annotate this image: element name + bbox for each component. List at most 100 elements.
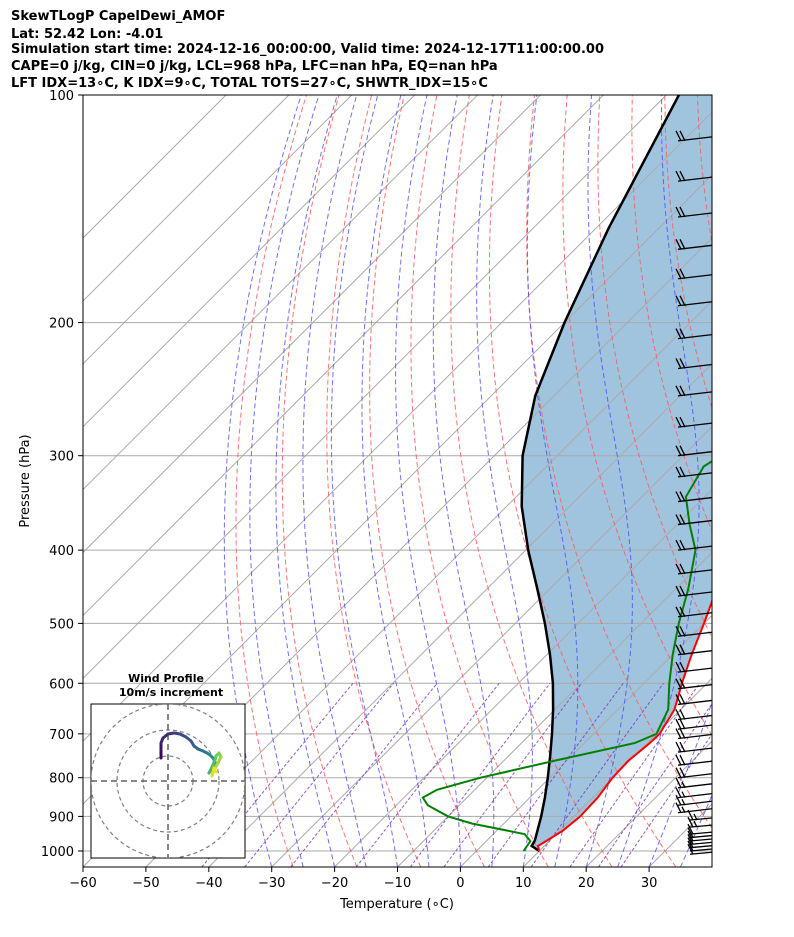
wind-barb bbox=[687, 816, 713, 828]
isotherm-line bbox=[460, 614, 712, 867]
moist-adiabat-line bbox=[617, 95, 700, 867]
mixing-ratio-line bbox=[487, 683, 624, 867]
mixing-ratio-line bbox=[355, 682, 500, 867]
wind-barb bbox=[675, 625, 713, 637]
moist-adiabat-line bbox=[432, 95, 495, 867]
wind-barb bbox=[675, 787, 713, 799]
dry-adiabat-line bbox=[410, 95, 549, 867]
mixing-ratio-line bbox=[569, 683, 701, 867]
wind-barb bbox=[687, 834, 713, 845]
wind-barb bbox=[675, 661, 713, 673]
wind-barb bbox=[675, 206, 713, 218]
wind-barb bbox=[675, 794, 713, 806]
header-line-4: CAPE=0 j/kg, CIN=0 j/kg, LCL=968 hPa, LF… bbox=[11, 59, 498, 74]
mixing-ratio-line bbox=[290, 682, 438, 867]
dry-adiabat-line bbox=[562, 95, 712, 737]
isotherm-line bbox=[83, 95, 416, 428]
hodograph-segment bbox=[212, 766, 218, 774]
isotherm-line bbox=[397, 551, 712, 867]
y-tick-label: 500 bbox=[49, 617, 74, 632]
wind-barb bbox=[675, 606, 713, 618]
dewpoint-line bbox=[421, 460, 712, 852]
isotherm-line bbox=[83, 95, 604, 617]
wind-profile-inset: Wind Profile 10m/s increment bbox=[90, 672, 246, 859]
moist-adiabat-line bbox=[585, 95, 633, 867]
wind-barb bbox=[675, 728, 713, 740]
isotherm-line bbox=[83, 95, 353, 365]
y-tick-label: 1000 bbox=[41, 845, 74, 860]
y-tick-label: 900 bbox=[49, 810, 74, 825]
mixing-ratio-line bbox=[409, 682, 551, 867]
moist-adiabat-line bbox=[680, 794, 712, 867]
x-tick-label: −10 bbox=[384, 876, 411, 891]
header-line-2: Lat: 52.42 Lon: -4.01 bbox=[11, 27, 163, 42]
moist-adiabat-line bbox=[223, 95, 302, 867]
wind-barb bbox=[687, 830, 713, 842]
isotherm-line bbox=[145, 300, 712, 867]
y-tick-label: 700 bbox=[49, 728, 74, 743]
header-line-5: LFT IDX=13∘C, K IDX=9∘C, TOTAL TOTS=27∘C… bbox=[11, 76, 488, 91]
wind-barb bbox=[675, 777, 713, 789]
wind-barb bbox=[675, 718, 713, 730]
mixing-ratio-line bbox=[620, 733, 712, 867]
moist-adiabat-line bbox=[302, 95, 367, 867]
y-tick-label: 400 bbox=[49, 544, 74, 559]
isotherm-line bbox=[522, 677, 712, 867]
dry-adiabat-line bbox=[730, 95, 794, 867]
wind-barb bbox=[675, 802, 713, 814]
dry-adiabat-line bbox=[281, 95, 358, 867]
inset-title: Wind Profile bbox=[128, 672, 204, 685]
moist-adiabats bbox=[223, 95, 712, 867]
dry-adiabat-line bbox=[763, 95, 794, 867]
wind-barb bbox=[675, 416, 713, 428]
dry-adiabat-line bbox=[450, 95, 613, 867]
x-axis-ticks: −60 −50 −40 −30 −20 −10 0 10 20 30 bbox=[69, 867, 657, 891]
wind-barb bbox=[675, 709, 713, 721]
wind-barb bbox=[675, 358, 713, 370]
header-line-1: SkewTLogP CapelDewi_AMOF bbox=[11, 9, 225, 24]
isotherm-line bbox=[83, 95, 667, 680]
isotherm-line bbox=[83, 95, 290, 302]
moist-adiabat-line bbox=[249, 95, 320, 867]
wind-barb bbox=[687, 827, 713, 839]
wind-barb bbox=[687, 823, 713, 835]
mixing-ratio-line bbox=[530, 683, 664, 867]
wind-barb bbox=[687, 843, 713, 855]
isotherm-line bbox=[83, 111, 712, 742]
wind-barb bbox=[675, 694, 713, 706]
wind-barb bbox=[675, 644, 713, 656]
moist-adiabat-line bbox=[361, 95, 430, 867]
dry-adiabat-line bbox=[235, 95, 307, 867]
dry-adiabat-line bbox=[597, 95, 712, 639]
wind-barb bbox=[675, 514, 713, 526]
isotherm-line bbox=[83, 95, 227, 239]
cape-cin-shading bbox=[521, 95, 712, 851]
wind-barb bbox=[675, 491, 713, 503]
moist-adiabat-line bbox=[275, 95, 338, 867]
x-tick-label: 30 bbox=[641, 876, 658, 891]
dry-adiabat-line bbox=[369, 95, 485, 867]
dry-adiabat-line bbox=[526, 95, 712, 829]
wind-barb bbox=[675, 563, 713, 575]
header-line-3: Simulation start time: 2024-12-16_00:00:… bbox=[11, 42, 604, 57]
y-axis-ticks: 100 200 300 400 500 600 700 800 900 1000 bbox=[41, 89, 83, 860]
moist-adiabat-line bbox=[648, 701, 712, 867]
wind-barb bbox=[675, 295, 713, 307]
isotherm-line bbox=[83, 95, 478, 491]
inset-hodograph-trace bbox=[159, 731, 223, 778]
moist-adiabat-line bbox=[526, 95, 579, 867]
parcel-profile-line bbox=[520, 95, 681, 853]
isotherm-line bbox=[334, 488, 712, 867]
inset-subtitle: 10m/s increment bbox=[119, 686, 223, 699]
wind-barb bbox=[675, 170, 713, 182]
x-tick-label: −40 bbox=[195, 876, 222, 891]
x-tick-label: −50 bbox=[132, 876, 159, 891]
x-tick-label: 0 bbox=[456, 876, 464, 891]
y-tick-label: 200 bbox=[49, 317, 74, 332]
wind-barb bbox=[675, 328, 713, 340]
y-tick-label: 800 bbox=[49, 772, 74, 787]
mixing-ratio-line bbox=[244, 682, 394, 867]
wind-barb bbox=[675, 741, 713, 753]
wind-barb bbox=[687, 837, 713, 849]
